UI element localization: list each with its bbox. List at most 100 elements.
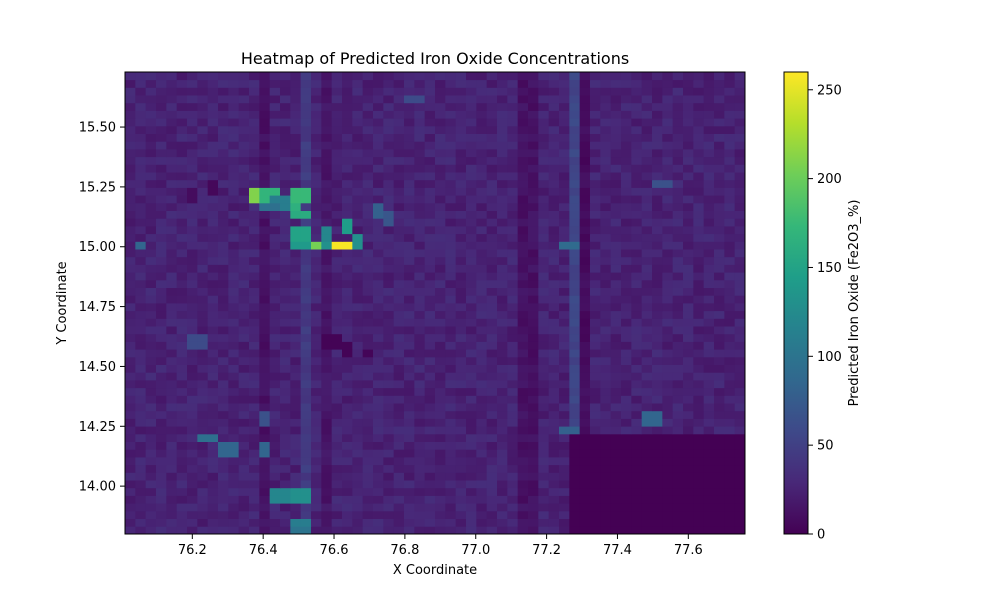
heatmap-cell [455, 187, 467, 196]
heatmap-cell [559, 272, 570, 281]
heatmap-cell [662, 503, 674, 512]
heatmap-cell [569, 510, 581, 519]
heatmap-cell [290, 110, 302, 119]
heatmap-cell [228, 318, 240, 327]
heatmap-cell [672, 449, 684, 458]
heatmap-cell [631, 187, 643, 196]
heatmap-cell [497, 264, 508, 273]
heatmap-cell [352, 233, 364, 242]
heatmap-cell [486, 149, 498, 158]
heatmap-cell [424, 172, 436, 181]
heatmap-cell [228, 341, 240, 350]
heatmap-cell [528, 341, 539, 350]
heatmap-cell [383, 472, 395, 481]
heatmap-cell [238, 133, 250, 142]
heatmap-cell [455, 95, 467, 104]
heatmap-cell [424, 87, 436, 96]
heatmap-cell [621, 433, 632, 442]
heatmap-cell [290, 310, 302, 319]
heatmap-cell [662, 156, 674, 165]
heatmap-cell [342, 287, 353, 296]
heatmap-cell [176, 495, 188, 504]
heatmap-cell [207, 226, 219, 235]
heatmap-cell [652, 433, 663, 442]
heatmap-cell [249, 418, 260, 427]
heatmap-cell [404, 226, 415, 235]
heatmap-cell [590, 449, 601, 458]
heatmap-cell [300, 141, 312, 150]
heatmap-cell [466, 218, 477, 227]
heatmap-cell [672, 487, 684, 496]
heatmap-cell [507, 210, 519, 219]
heatmap-cell [517, 310, 529, 319]
heatmap-cell [342, 241, 353, 250]
heatmap-cell [497, 149, 508, 158]
heatmap-cell [187, 279, 198, 288]
heatmap-cell [197, 210, 209, 219]
heatmap-cell [342, 518, 353, 527]
heatmap-cell [311, 403, 322, 412]
heatmap-cell [249, 102, 260, 111]
heatmap-cell [497, 441, 508, 450]
heatmap-cell [652, 356, 663, 365]
heatmap-cell [238, 464, 250, 473]
heatmap-cell [424, 256, 436, 265]
heatmap-cell [652, 187, 663, 196]
heatmap-cell [517, 364, 529, 373]
heatmap-cell [445, 457, 457, 466]
heatmap-cell [445, 310, 457, 319]
heatmap-cell [290, 426, 302, 435]
heatmap-cell [641, 102, 653, 111]
heatmap-cell [331, 372, 343, 381]
heatmap-cell [342, 472, 353, 481]
heatmap-cell [486, 233, 498, 242]
heatmap-cell [125, 472, 136, 481]
heatmap-cell [579, 149, 591, 158]
heatmap-cell [528, 241, 539, 250]
heatmap-cell [693, 526, 705, 535]
heatmap-cell [156, 79, 167, 88]
heatmap-cell [610, 79, 622, 88]
heatmap-cell [590, 195, 601, 204]
heatmap-cell [517, 156, 529, 165]
heatmap-cell [683, 149, 694, 158]
heatmap-cell [362, 310, 374, 319]
heatmap-cell [187, 526, 198, 535]
heatmap-cell [238, 195, 250, 204]
heatmap-cell [187, 410, 198, 419]
heatmap-cell [145, 202, 157, 211]
y-tick-label: 14.00 [79, 480, 116, 495]
heatmap-cell [404, 279, 415, 288]
heatmap-cell [249, 303, 260, 312]
heatmap-cell [600, 372, 612, 381]
heatmap-cell [610, 218, 622, 227]
heatmap-cell [207, 202, 219, 211]
heatmap-cell [331, 218, 343, 227]
heatmap-cell [187, 226, 198, 235]
heatmap-cell [590, 464, 601, 473]
heatmap-cell [610, 364, 622, 373]
heatmap-cell [280, 341, 291, 350]
heatmap-cell [321, 133, 333, 142]
heatmap-cell [559, 372, 570, 381]
heatmap-cell [466, 264, 477, 273]
heatmap-cell [662, 441, 674, 450]
heatmap-cell [714, 149, 725, 158]
heatmap-cell [424, 356, 436, 365]
heatmap-cell [197, 326, 209, 335]
heatmap-cell [145, 195, 157, 204]
heatmap-cell [445, 210, 457, 219]
heatmap-cell [497, 95, 508, 104]
heatmap-cell [393, 233, 405, 242]
heatmap-cell [249, 364, 260, 373]
heatmap-cell [662, 333, 674, 342]
heatmap-cell [703, 279, 715, 288]
heatmap-cell [280, 241, 291, 250]
heatmap-cell [662, 410, 674, 419]
heatmap-cell [393, 418, 405, 427]
heatmap-cell [166, 226, 178, 235]
heatmap-cell [125, 218, 136, 227]
heatmap-cell [290, 164, 302, 173]
heatmap-cell [269, 218, 281, 227]
heatmap-cell [280, 480, 291, 489]
